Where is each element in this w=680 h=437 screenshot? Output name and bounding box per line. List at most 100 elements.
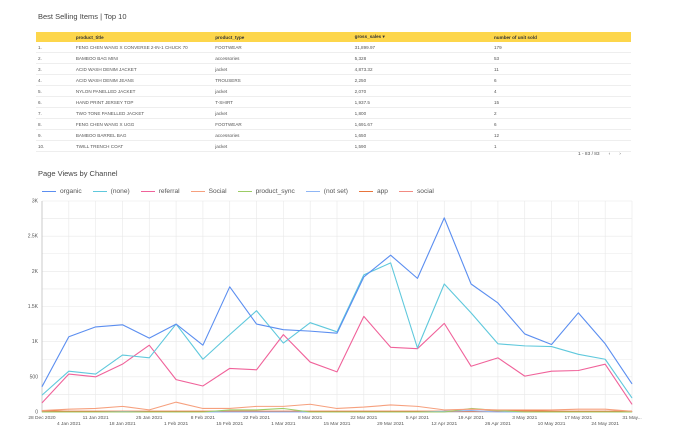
table-cell: FOOTWEAR (213, 42, 353, 53)
data-point (417, 347, 418, 349)
x-tick-label: 12 Apr 2021 (431, 421, 457, 427)
data-point (524, 411, 526, 413)
x-tick-label: 11 Jan 2021 (83, 415, 109, 421)
data-point (336, 410, 338, 412)
data-point (68, 336, 70, 338)
table-row: 9. BAMBOO BARREL BAG accessories 1,650 12 (36, 129, 631, 141)
table-cell: TROUSERS (213, 74, 353, 86)
table-cell: 2,250 (352, 74, 492, 86)
data-point (202, 411, 204, 413)
x-tick-label: 5 Apr 2021 (406, 415, 430, 421)
data-point (497, 409, 499, 411)
data-point (524, 375, 526, 377)
next-page-button[interactable]: › (619, 152, 621, 157)
data-point (148, 357, 150, 359)
data-point (578, 410, 579, 412)
legend-swatch (305, 190, 320, 193)
table-cell: 2,070 (352, 85, 492, 97)
table-cell: 53 (492, 52, 631, 64)
data-point (470, 408, 472, 410)
data-point (604, 343, 606, 345)
data-point (551, 346, 552, 347)
data-point (578, 411, 579, 413)
data-point (148, 337, 150, 339)
data-point (229, 411, 231, 413)
y-tick-label: 1.5K (28, 304, 39, 310)
x-tick-label: 8 Mar 2021 (298, 415, 323, 421)
x-tick-label: 1 Feb 2021 (164, 421, 189, 427)
data-point (148, 411, 150, 413)
column-header[interactable]: gross_sales ▾ (352, 32, 492, 42)
data-point (631, 383, 633, 385)
y-tick-label: 3K (32, 199, 39, 205)
data-point (41, 411, 43, 413)
table-cell: TWILL TRENCH COAT (73, 140, 214, 152)
legend-item[interactable]: product_sync (237, 188, 295, 195)
data-point (175, 379, 177, 380)
data-point (283, 406, 284, 407)
data-point (309, 411, 311, 413)
legend-item[interactable]: app (358, 188, 388, 195)
data-point (390, 346, 391, 348)
data-point (417, 278, 418, 279)
legend-item[interactable]: (none) (92, 188, 130, 195)
table-cell: 1,590 (352, 140, 492, 152)
column-header[interactable] (36, 32, 74, 42)
legend-swatch (92, 190, 107, 193)
legend-item[interactable]: organic (42, 188, 82, 195)
table-cell: 1. (36, 42, 74, 53)
data-point (95, 376, 96, 378)
column-header[interactable]: number of unit sold (492, 32, 631, 42)
prev-page-button[interactable]: ‹ (608, 152, 611, 157)
data-point (122, 406, 123, 407)
table-cell: 4,873.32 (352, 63, 492, 75)
data-point (229, 409, 231, 411)
legend-swatch (42, 190, 56, 193)
data-point (95, 411, 96, 413)
table-cell: 1,650 (352, 129, 492, 141)
data-point (95, 410, 96, 412)
data-point (229, 334, 231, 335)
column-header[interactable]: product_title (73, 32, 214, 42)
y-tick-label: 0 (35, 410, 38, 416)
data-point (202, 408, 204, 409)
data-point (604, 411, 606, 413)
table-row: 3. ACID WASH DENIM JACKET jacket 4,873.32 11 (36, 63, 631, 75)
data-point (41, 394, 43, 396)
data-point (229, 408, 231, 409)
data-point (417, 348, 418, 350)
data-point (283, 342, 284, 344)
legend-swatch (190, 190, 205, 193)
data-point (631, 411, 633, 413)
table-cell: 12 (492, 129, 631, 141)
legend-item[interactable]: (not set) (305, 188, 348, 195)
legend-item[interactable]: referral (140, 188, 180, 195)
data-point (41, 410, 43, 411)
legend-label: app (376, 188, 388, 195)
data-point (283, 408, 284, 409)
table-row: 2. BAMBOO BAG MINI accessories 5,328 53 (36, 52, 631, 64)
table-row: 1. FENG CHEN WANG X CONVERSE 2-IN-1 CHUCK… (36, 42, 631, 53)
table-cell: 11 (492, 63, 631, 75)
x-tick-label: 15 Feb 2021 (216, 421, 243, 427)
table-row: 4. ACID WASH DENIM JEANS TROUSERS 2,250 6 (36, 74, 631, 86)
table-cell: jacket (213, 63, 353, 75)
data-point (122, 411, 123, 413)
legend-item[interactable]: Social (190, 188, 227, 195)
legend-label: product_sync (255, 188, 295, 195)
data-point (68, 408, 70, 410)
column-header[interactable]: product_type (213, 32, 353, 42)
table-cell: 10. (36, 140, 74, 152)
table-cell: FENG CHEN WANG X UGG (73, 118, 214, 130)
data-point (283, 334, 284, 335)
data-point (283, 411, 284, 413)
data-point (41, 402, 43, 404)
data-point (524, 409, 526, 411)
legend-item[interactable]: social (398, 188, 434, 195)
table-cell: ACID WASH DENIM JEANS (73, 74, 214, 86)
table-cell: FOOTWEAR (213, 118, 353, 130)
data-point (175, 411, 177, 413)
x-tick-label: 24 May 2021 (591, 421, 619, 427)
data-point (148, 409, 150, 411)
table-cell: 6 (492, 118, 631, 130)
